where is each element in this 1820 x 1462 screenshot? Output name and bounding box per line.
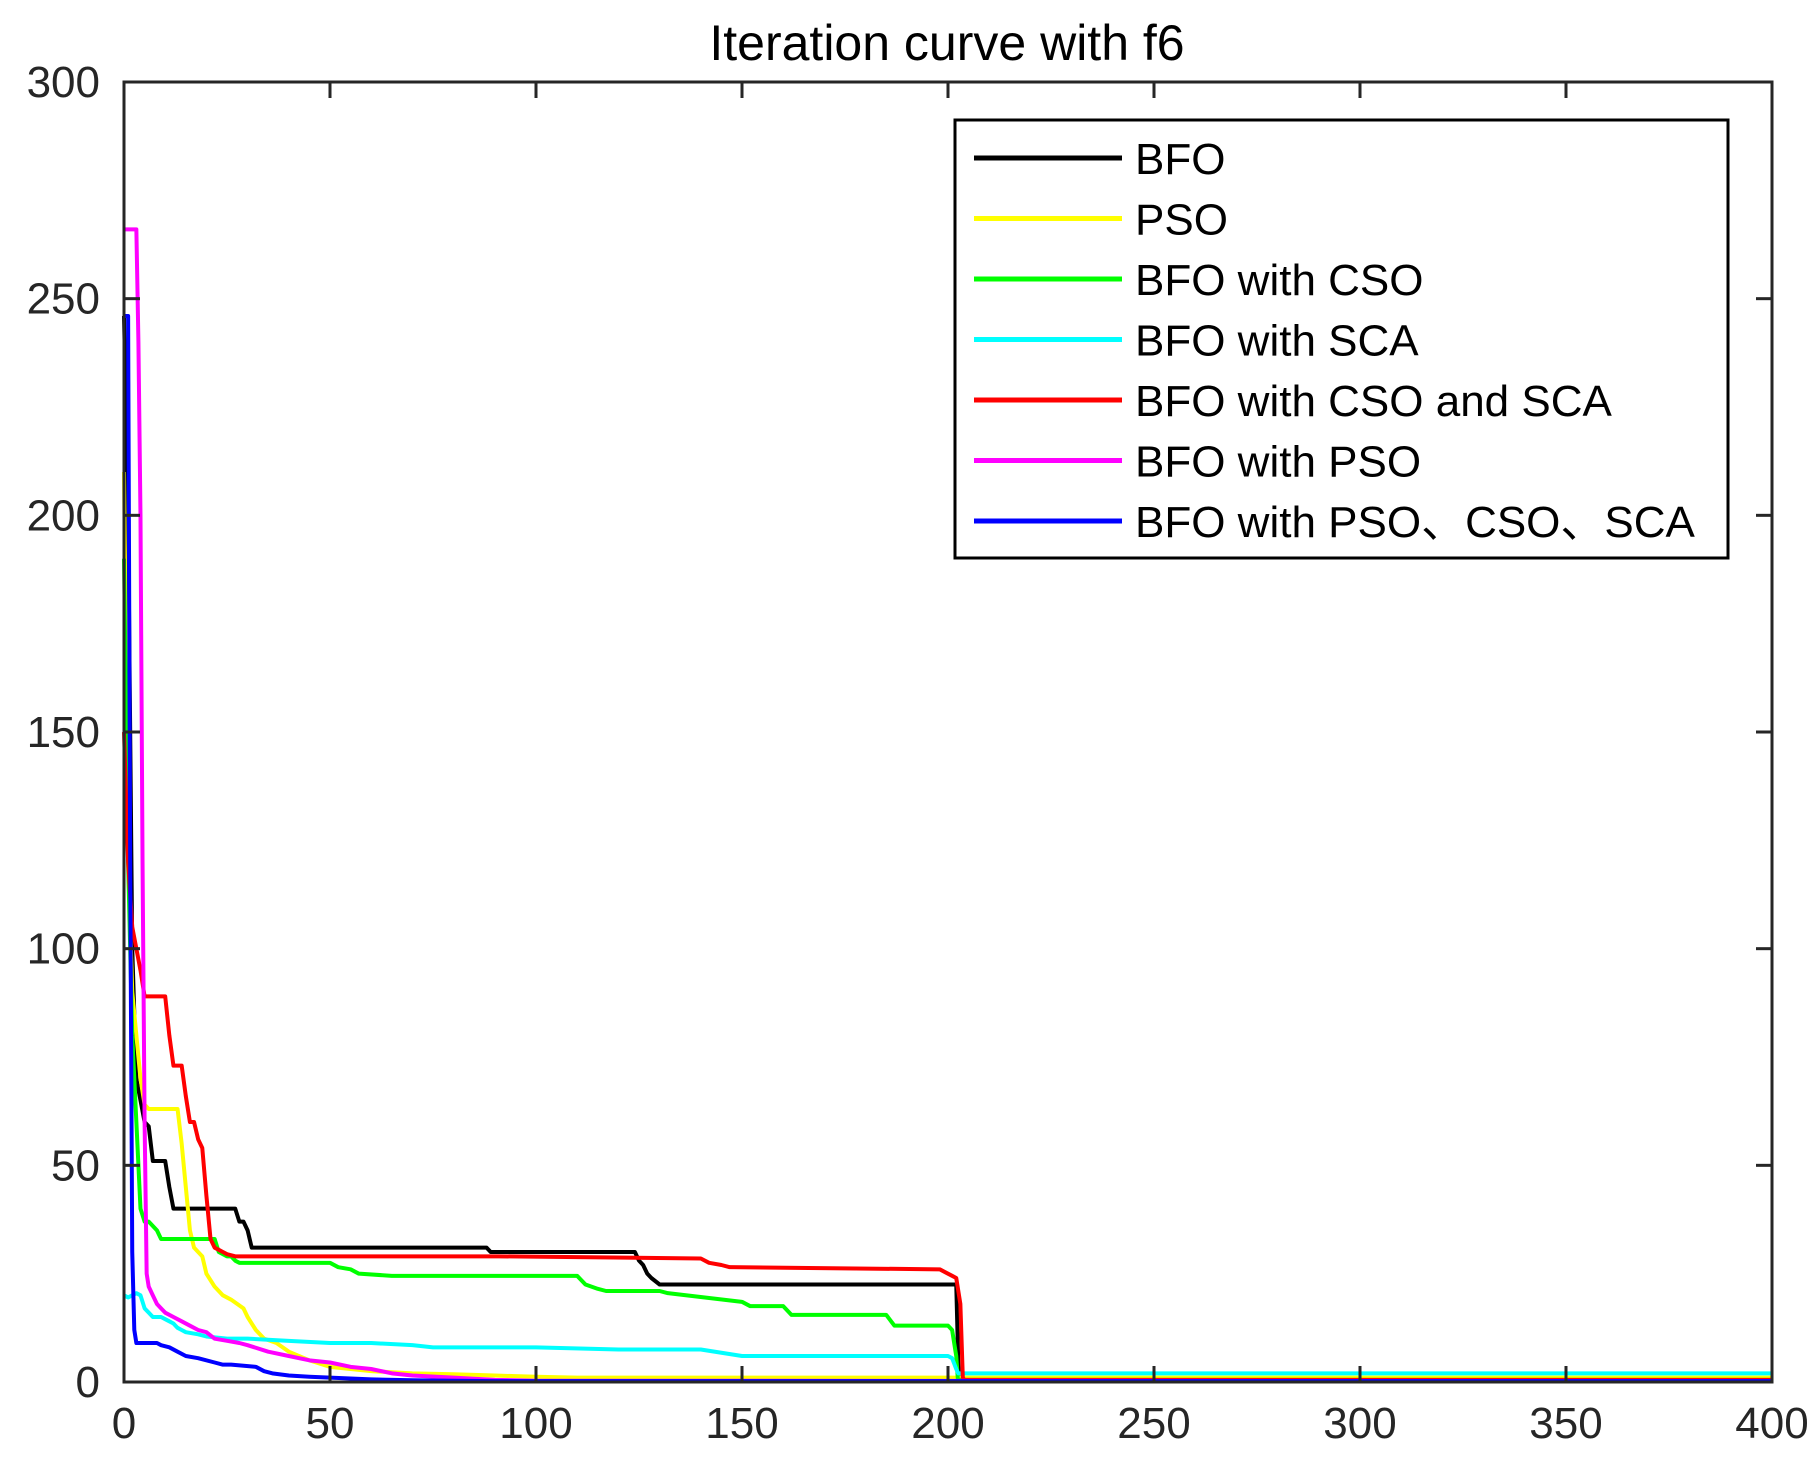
legend-label: BFO with CSO and SCA bbox=[1135, 377, 1612, 426]
series-line-1 bbox=[122, 315, 1772, 1382]
y-tick-label: 0 bbox=[76, 1358, 100, 1407]
series-line-3 bbox=[122, 558, 1772, 1382]
legend-items: BFO PSO BFO with CSO BFO with SCA BFO with C… bbox=[974, 135, 1696, 547]
series-line-6 bbox=[124, 227, 1773, 1384]
legend-label: BFO with PSO bbox=[1135, 438, 1421, 487]
x-tick-label: 250 bbox=[1117, 1399, 1190, 1448]
x-tick-label: 350 bbox=[1529, 1399, 1602, 1448]
legend-label: BFO bbox=[1135, 135, 1225, 184]
series-line-5 bbox=[122, 731, 1772, 1382]
x-tick-label: 0 bbox=[112, 1399, 136, 1448]
y-tick-label: 250 bbox=[27, 275, 100, 324]
x-tick-label: 300 bbox=[1323, 1399, 1396, 1448]
y-tick-label: 300 bbox=[27, 58, 100, 107]
chart-title: Iteration curve with f6 bbox=[709, 15, 1184, 71]
x-tick-label: 50 bbox=[306, 1399, 355, 1448]
x-tick-label: 150 bbox=[705, 1399, 778, 1448]
x-tick-label: 100 bbox=[499, 1399, 572, 1448]
y-tick-label: 200 bbox=[27, 491, 100, 540]
y-tick-label: 50 bbox=[51, 1141, 100, 1190]
y-tick-label: 150 bbox=[27, 708, 100, 757]
x-tick-label: 200 bbox=[911, 1399, 984, 1448]
legend-label: PSO bbox=[1135, 196, 1228, 245]
legend-label: BFO with PSO、CSO、SCA bbox=[1135, 498, 1696, 547]
series-line-7 bbox=[124, 314, 1772, 1384]
y-tick-label: 100 bbox=[27, 925, 100, 974]
ticks-layer: 0 50 100 150 200 250 300 350 400 0 50 100 150 200 250 3… bbox=[27, 58, 1809, 1448]
legend-label: BFO with SCA bbox=[1135, 317, 1419, 366]
series-line-4 bbox=[123, 1291, 1772, 1376]
series-layer bbox=[122, 227, 1773, 1384]
legend-label: BFO with CSO bbox=[1135, 256, 1424, 305]
legend: BFO PSO BFO with CSO BFO with SCA BFO with C… bbox=[953, 118, 1730, 560]
x-tick-label: 400 bbox=[1735, 1399, 1808, 1448]
